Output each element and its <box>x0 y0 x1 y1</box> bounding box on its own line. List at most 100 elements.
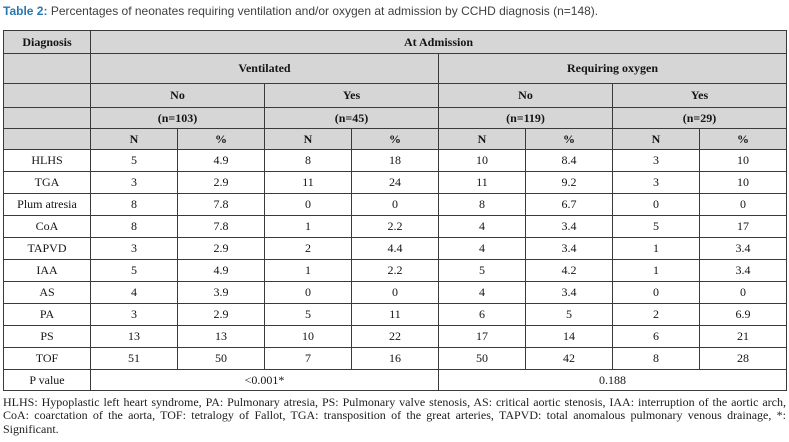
row-label: TGA <box>3 171 91 194</box>
vent-yes-header-cell: Yes <box>264 83 439 108</box>
table-cell: 10 <box>264 325 352 348</box>
table-cell: 0 <box>351 193 439 216</box>
n-header-cell: N <box>90 128 178 150</box>
header-row-measures: N % N % N % N % <box>3 128 788 150</box>
n-header-cell: N <box>438 128 526 150</box>
table-cell: 3.4 <box>525 237 613 260</box>
table-cell: 3.4 <box>698 259 788 282</box>
table-cell: 8 <box>612 347 700 370</box>
table-row-tof: TOF 51 50 7 16 50 42 8 28 <box>3 347 788 370</box>
empty-header-cell <box>3 53 91 84</box>
table-cell: 4 <box>438 215 526 238</box>
table-cell: 17 <box>698 215 788 238</box>
table-cell: 6.7 <box>525 193 613 216</box>
table-cell: 0 <box>264 193 352 216</box>
table-cell: 0 <box>698 281 788 304</box>
n-header-cell: N <box>264 128 352 150</box>
table-cell: 11 <box>264 171 352 194</box>
table-cell: 6 <box>612 325 700 348</box>
data-table: Diagnosis At Admission Ventilated Requir… <box>3 30 788 391</box>
table-cell: 8 <box>90 193 178 216</box>
pct-header-cell: % <box>525 128 613 150</box>
table-cell: 11 <box>438 171 526 194</box>
empty-header-cell <box>3 107 91 129</box>
table-cell: 8.4 <box>525 149 613 172</box>
table-cell: 5 <box>264 303 352 326</box>
table-cell: 0 <box>698 193 788 216</box>
table-cell: 7.8 <box>177 215 265 238</box>
vent-no-header-cell: No <box>90 83 265 108</box>
table-cell: 14 <box>525 325 613 348</box>
ventilated-header-cell: Ventilated <box>90 53 439 84</box>
table-row-pa: PA 3 2.9 5 11 6 5 2 6.9 <box>3 303 788 326</box>
table-cell: 3.4 <box>698 237 788 260</box>
row-label: TOF <box>3 347 91 370</box>
table-cell: 7 <box>264 347 352 370</box>
table-cell: 0 <box>351 281 439 304</box>
table-cell: 13 <box>90 325 178 348</box>
table-cell: 6.9 <box>698 303 788 326</box>
oxy-no-n-cell: (n=119) <box>438 107 613 129</box>
table-cell: 5 <box>90 259 178 282</box>
table-cell: 3 <box>90 237 178 260</box>
vent-yes-n-cell: (n=45) <box>264 107 439 129</box>
table-cell: 2.2 <box>351 259 439 282</box>
row-label: CoA <box>3 215 91 238</box>
p-value-ventilated: <0.001* <box>90 369 439 391</box>
table-cell: 10 <box>698 149 788 172</box>
table-cell: 8 <box>90 215 178 238</box>
p-value-row: P value <0.001* 0.188 <box>3 369 788 391</box>
table-cell: 5 <box>90 149 178 172</box>
p-value-requiring-oxygen: 0.188 <box>437 369 788 391</box>
header-row-counts: (n=103) (n=45) (n=119) (n=29) <box>3 107 788 129</box>
table-cell: 4 <box>90 281 178 304</box>
row-label: PA <box>3 303 91 326</box>
table-cell: 4.9 <box>177 259 265 282</box>
table-row-tapvd: TAPVD 3 2.9 2 4.4 4 3.4 1 3.4 <box>3 237 788 260</box>
table-cell: 3.9 <box>177 281 265 304</box>
table-cell: 3.4 <box>525 281 613 304</box>
table-cell: 3 <box>90 171 178 194</box>
table-footnote: HLHS: Hypoplastic left heart syndrome, P… <box>3 395 786 436</box>
table-cell: 2.9 <box>177 303 265 326</box>
table-cell: 6 <box>438 303 526 326</box>
requiring-oxygen-header-cell: Requiring oxygen <box>437 53 788 84</box>
table-cell: 50 <box>438 347 526 370</box>
table-cell: 10 <box>438 149 526 172</box>
vent-no-n-cell: (n=103) <box>90 107 265 129</box>
row-label: Plum atresia <box>3 193 91 216</box>
table-cell: 3 <box>612 149 700 172</box>
pct-header-cell: % <box>177 128 265 150</box>
table-row-iaa: IAA 5 4.9 1 2.2 5 4.2 1 3.4 <box>3 259 788 282</box>
table-cell: 2.9 <box>177 171 265 194</box>
oxy-yes-header-cell: Yes <box>611 83 788 108</box>
table-row-ps: PS 13 13 10 22 17 14 6 21 <box>3 325 788 348</box>
table-cell: 28 <box>698 347 788 370</box>
table-caption-label: Table 2: <box>3 4 48 18</box>
table-cell: 5 <box>525 303 613 326</box>
row-label: HLHS <box>3 149 91 172</box>
table-cell: 18 <box>351 149 439 172</box>
header-row-sections: Ventilated Requiring oxygen <box>3 53 788 84</box>
oxy-no-header-cell: No <box>438 83 613 108</box>
table-cell: 8 <box>438 193 526 216</box>
table-cell: 4.2 <box>525 259 613 282</box>
n-header-cell: N <box>612 128 700 150</box>
table-cell: 4 <box>438 281 526 304</box>
empty-header-cell <box>3 83 91 108</box>
table-cell: 51 <box>90 347 178 370</box>
table-row-as: AS 4 3.9 0 0 4 3.4 0 0 <box>3 281 788 304</box>
table-cell: 2.9 <box>177 237 265 260</box>
table-cell: 50 <box>177 347 265 370</box>
table-cell: 3.4 <box>525 215 613 238</box>
table-cell: 8 <box>264 149 352 172</box>
diagnosis-header-cell: Diagnosis <box>3 30 91 54</box>
table-caption-text: Percentages of neonates requiring ventil… <box>50 4 599 18</box>
table-cell: 3 <box>612 171 700 194</box>
row-label: IAA <box>3 259 91 282</box>
table-row-hlhs: HLHS 5 4.9 8 18 10 8.4 3 10 <box>3 149 788 172</box>
table-cell: 1 <box>264 215 352 238</box>
row-label: PS <box>3 325 91 348</box>
table-cell: 1 <box>264 259 352 282</box>
table-cell: 11 <box>351 303 439 326</box>
